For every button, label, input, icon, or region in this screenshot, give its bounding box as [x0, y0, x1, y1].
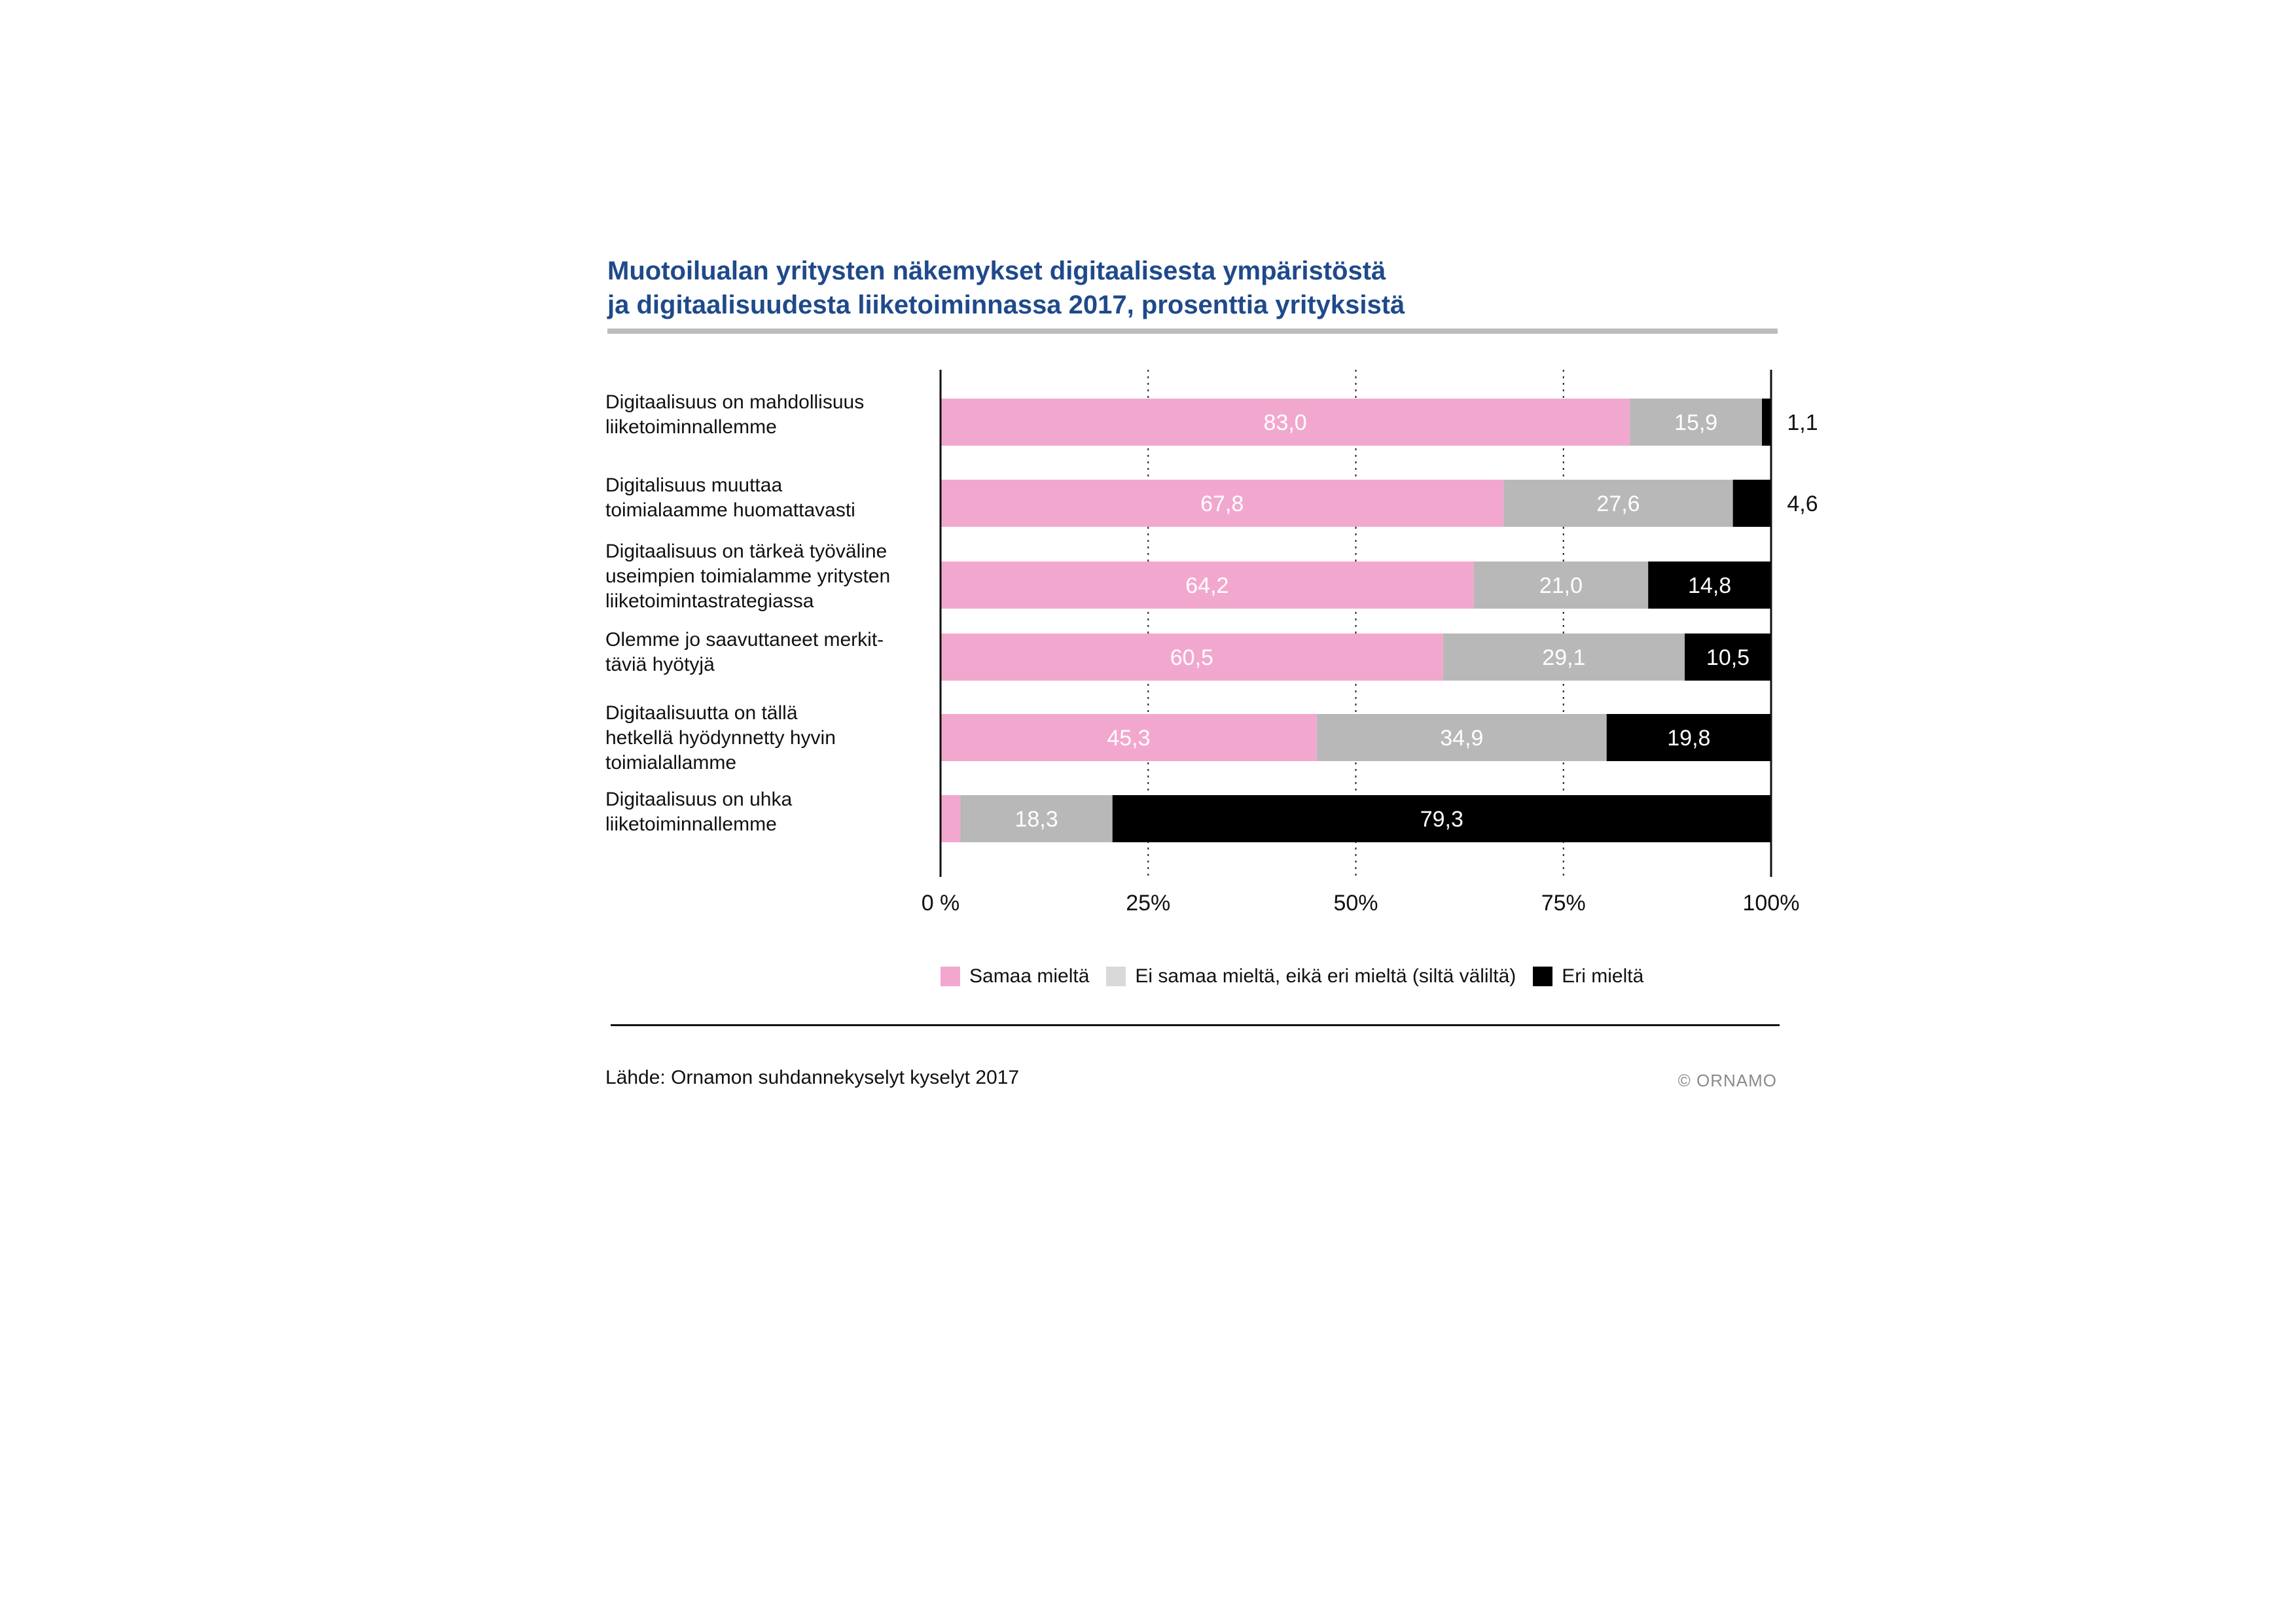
category-label-6-line-2: liiketoiminnallemme	[605, 813, 777, 835]
chart-title: Muotoilualan yritysten näkemykset digita…	[607, 254, 1785, 322]
x-tick-label-75: 75%	[1541, 891, 1586, 916]
legend-swatch-neutral	[1106, 967, 1126, 986]
bar-segment-5-2	[1316, 714, 1607, 761]
bar-segment-4-1	[941, 633, 1443, 681]
x-tick-label-100: 100%	[1743, 891, 1800, 916]
legend-item-agree: Samaa mieltä	[941, 965, 1089, 988]
bar-segment-4-3	[1685, 633, 1771, 681]
data-label-2-2: 27,6	[1596, 491, 1640, 516]
x-tick-label-0: 0 %	[922, 891, 960, 916]
category-label-5-line-1: Digitaalisuutta on tällä	[605, 702, 798, 724]
legend-swatch-agree	[941, 967, 960, 986]
category-label-1: Digitaalisuus on mahdollisuus liiketoimi…	[605, 390, 946, 440]
bar-segment-1-3	[1762, 399, 1771, 446]
bar-segment-6-3	[1112, 795, 1771, 842]
category-label-2-line-2: toimialaamme huomattavasti	[605, 499, 855, 521]
bar-segment-2-2	[1503, 480, 1733, 527]
x-tick-label-50: 50%	[1333, 891, 1378, 916]
bar-segment-4-2	[1443, 633, 1685, 681]
legend-item-disagree: Eri mieltä	[1533, 965, 1643, 988]
legend-label-agree: Samaa mieltä	[969, 965, 1090, 987]
bar-segment-2-1	[941, 480, 1504, 527]
category-label-3-line-3: liiketoimintastrategiassa	[605, 590, 814, 612]
x-tick-label-25: 25%	[1126, 891, 1170, 916]
category-label-1-line-2: liiketoiminnallemme	[605, 416, 777, 438]
data-label-4-3: 10,5	[1706, 645, 1749, 670]
bar-segment-1-2	[1630, 399, 1763, 446]
data-label-2-1: 67,8	[1200, 491, 1244, 516]
category-label-3: Digitaalisuus on tärkeä työväline useimp…	[605, 539, 946, 614]
category-label-6-line-1: Digitaalisuus on uhka	[605, 789, 793, 810]
footer-divider	[611, 1024, 1780, 1026]
legend-label-disagree: Eri mieltä	[1562, 965, 1644, 987]
data-label-3-2: 21,0	[1539, 573, 1583, 598]
data-label-5-1: 45,3	[1107, 726, 1150, 751]
category-label-6: Digitaalisuus on uhka liiketoiminnallemm…	[605, 787, 946, 837]
bar-segment-3-2	[1473, 562, 1649, 609]
data-label-1-3: 1,1	[1787, 410, 1818, 435]
category-label-1-line-1: Digitaalisuus on mahdollisuus	[605, 391, 865, 413]
category-label-5-line-3: toimialallamme	[605, 752, 737, 774]
category-label-4-line-2: täviä hyötyjä	[605, 654, 715, 675]
data-label-6-2: 18,3	[1014, 807, 1058, 832]
chart-title-line-1: Muotoilualan yritysten näkemykset digita…	[607, 257, 1386, 285]
data-label-4-1: 60,5	[1170, 645, 1213, 670]
category-label-5: Digitaalisuutta on tällä hetkellä hyödyn…	[605, 701, 946, 776]
bar-segment-5-3	[1606, 714, 1771, 761]
bar-segment-1-1	[941, 399, 1630, 446]
bar-segment-6-2	[960, 795, 1113, 842]
bar-segment-2-3	[1732, 480, 1771, 527]
data-label-6-3: 79,3	[1420, 807, 1463, 832]
category-label-2: Digitalisuus muuttaa toimialaamme huomat…	[605, 473, 946, 523]
legend-swatch-disagree	[1533, 967, 1553, 986]
category-label-3-line-1: Digitaalisuus on tärkeä työväline	[605, 541, 888, 562]
bar-segment-3-3	[1648, 562, 1771, 609]
category-label-4-line-1: Olemme jo saavuttaneet merkit-	[605, 629, 884, 651]
data-label-1-2: 15,9	[1674, 410, 1717, 435]
legend-item-neutral: Ei samaa mieltä, eikä eri mieltä (siltä …	[1106, 965, 1516, 988]
title-divider	[607, 329, 1778, 334]
chart-title-line-2: ja digitaalisuudesta liiketoiminnassa 20…	[607, 291, 1405, 319]
bar-segment-6-1	[941, 795, 961, 842]
bar-segment-5-1	[941, 714, 1317, 761]
category-label-4: Olemme jo saavuttaneet merkit- täviä hyö…	[605, 628, 946, 677]
chart-legend: Samaa mieltä Ei samaa mieltä, eikä eri m…	[941, 963, 1660, 990]
data-label-5-3: 19,8	[1667, 726, 1710, 751]
copyright-note: © ORNAMO	[1677, 1071, 1777, 1090]
data-label-4-2: 29,1	[1542, 645, 1585, 670]
category-label-5-line-2: hetkellä hyödynnetty hyvin	[605, 727, 836, 749]
data-label-3-1: 64,2	[1185, 573, 1229, 598]
data-label-3-3: 14,8	[1688, 573, 1731, 598]
data-label-5-2: 34,9	[1440, 726, 1483, 751]
category-label-3-line-2: useimpien toimialamme yritysten	[605, 565, 891, 587]
category-label-2-line-1: Digitalisuus muuttaa	[605, 474, 783, 496]
data-label-2-3: 4,6	[1787, 491, 1818, 516]
bar-segment-3-1	[941, 562, 1474, 609]
data-label-1-1: 83,0	[1264, 410, 1307, 435]
legend-label-neutral: Ei samaa mieltä, eikä eri mieltä (siltä …	[1135, 965, 1516, 987]
source-note: Lähde: Ornamon suhdannekyselyt kyselyt 2…	[605, 1067, 1020, 1088]
